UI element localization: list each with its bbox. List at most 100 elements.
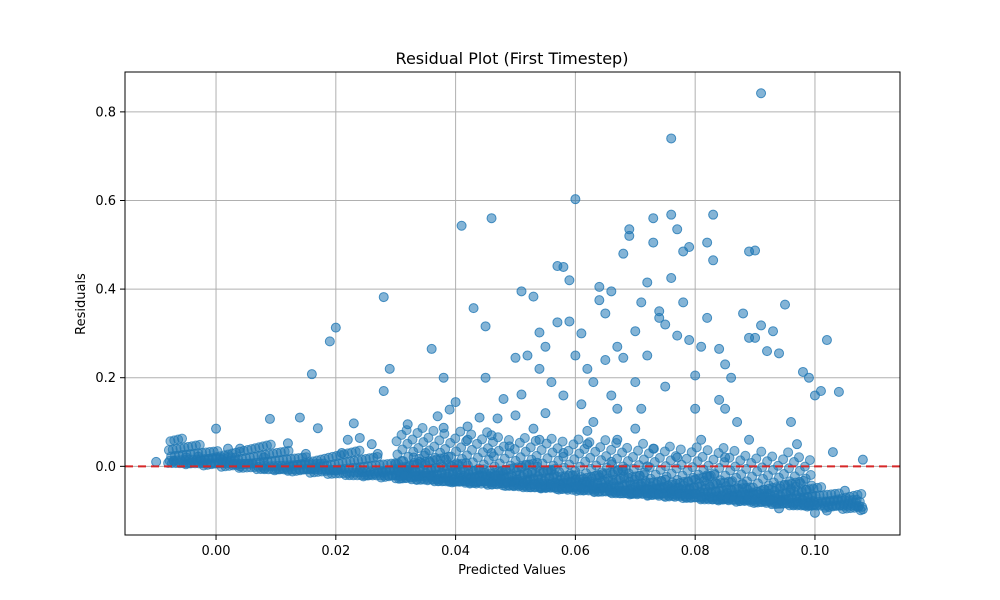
data-point bbox=[324, 336, 335, 347]
data-point-cluster bbox=[467, 457, 478, 468]
data-point-cluster bbox=[751, 453, 762, 464]
data-point bbox=[486, 213, 497, 224]
data-point bbox=[468, 303, 479, 314]
data-point bbox=[588, 417, 599, 428]
data-point bbox=[762, 346, 773, 357]
data-point-cluster bbox=[654, 452, 665, 463]
data-point bbox=[528, 423, 539, 434]
data-point bbox=[600, 308, 611, 319]
data-point-cluster bbox=[455, 426, 466, 437]
data-point bbox=[833, 386, 844, 397]
data-point bbox=[534, 363, 545, 374]
data-point-cluster bbox=[638, 438, 649, 449]
data-point bbox=[534, 327, 545, 338]
data-point bbox=[702, 312, 713, 323]
x-tick-label: 0.02 bbox=[321, 544, 350, 559]
data-point-cluster bbox=[765, 494, 776, 505]
data-point bbox=[714, 343, 725, 354]
data-point bbox=[696, 341, 707, 352]
data-point bbox=[666, 133, 677, 144]
data-point-cluster bbox=[595, 442, 606, 453]
data-point bbox=[666, 273, 677, 284]
data-point-cluster bbox=[611, 438, 622, 449]
data-point bbox=[576, 399, 587, 410]
data-point-cluster bbox=[768, 477, 779, 488]
data-point bbox=[678, 297, 689, 308]
data-point bbox=[720, 403, 731, 414]
data-point-cluster bbox=[648, 443, 659, 454]
data-point-cluster bbox=[767, 451, 778, 462]
data-point bbox=[540, 408, 551, 419]
data-point bbox=[354, 432, 365, 443]
data-point bbox=[600, 354, 611, 365]
data-point-cluster bbox=[670, 451, 681, 462]
y-tick-label: 0.0 bbox=[95, 460, 116, 475]
data-point bbox=[827, 447, 838, 458]
data-point-cluster bbox=[482, 443, 493, 454]
data-point bbox=[594, 295, 605, 306]
data-point-cluster bbox=[440, 443, 451, 454]
data-point-cluster bbox=[742, 476, 753, 487]
data-point bbox=[690, 370, 701, 381]
x-tick-label: 0.08 bbox=[681, 544, 710, 559]
data-point bbox=[720, 359, 731, 370]
y-axis-label: Residuals bbox=[74, 273, 89, 335]
data-point-cluster bbox=[715, 475, 726, 486]
data-point bbox=[516, 286, 527, 297]
data-point bbox=[570, 350, 581, 361]
data-point bbox=[630, 377, 641, 388]
data-point-band bbox=[177, 433, 188, 444]
data-point-band bbox=[856, 489, 867, 500]
data-point bbox=[642, 350, 653, 361]
data-point bbox=[797, 366, 808, 377]
data-point bbox=[378, 292, 389, 303]
data-point-band bbox=[857, 501, 868, 512]
data-point-cluster bbox=[446, 451, 457, 462]
data-point-cluster bbox=[509, 444, 520, 455]
data-point bbox=[815, 386, 826, 396]
y-tick-label: 0.6 bbox=[95, 194, 116, 209]
data-point bbox=[456, 220, 467, 231]
data-point-cluster bbox=[623, 468, 634, 479]
data-point-cluster bbox=[570, 466, 581, 477]
data-point-cluster bbox=[736, 469, 747, 480]
data-point bbox=[636, 297, 647, 308]
data-point bbox=[744, 434, 755, 445]
data-point-cluster bbox=[562, 484, 573, 495]
data-point bbox=[618, 352, 629, 363]
data-point-cluster bbox=[804, 455, 815, 466]
data-point bbox=[211, 423, 222, 434]
data-point-cluster bbox=[729, 445, 740, 456]
data-point bbox=[696, 434, 707, 445]
data-point-cluster bbox=[493, 432, 504, 443]
data-point bbox=[540, 341, 551, 352]
data-point-cluster bbox=[439, 428, 450, 439]
data-point-cluster bbox=[413, 443, 424, 454]
data-point bbox=[594, 281, 605, 292]
data-point bbox=[480, 372, 491, 383]
data-point bbox=[312, 423, 323, 434]
data-point bbox=[306, 369, 317, 380]
data-point bbox=[738, 308, 749, 319]
data-point bbox=[672, 224, 683, 235]
data-point-cluster bbox=[659, 490, 670, 501]
y-tick-label: 0.8 bbox=[95, 105, 116, 120]
x-tick-label: 0.10 bbox=[800, 544, 829, 559]
data-point-cluster bbox=[557, 436, 568, 447]
data-point-cluster bbox=[519, 433, 530, 444]
data-point bbox=[702, 237, 713, 248]
data-point bbox=[444, 404, 455, 415]
data-point-cluster bbox=[724, 452, 735, 463]
y-tick-label: 0.2 bbox=[95, 371, 116, 386]
data-point-cluster bbox=[498, 441, 509, 452]
data-point-cluster bbox=[632, 489, 643, 500]
data-point-cluster bbox=[675, 444, 686, 455]
data-point-cluster bbox=[546, 433, 557, 444]
data-point-cluster bbox=[477, 434, 488, 445]
data-point bbox=[821, 335, 832, 346]
data-point-cluster bbox=[410, 466, 420, 477]
data-point bbox=[588, 377, 599, 388]
data-point bbox=[510, 410, 521, 421]
data-point bbox=[522, 350, 533, 361]
data-point bbox=[726, 372, 737, 383]
